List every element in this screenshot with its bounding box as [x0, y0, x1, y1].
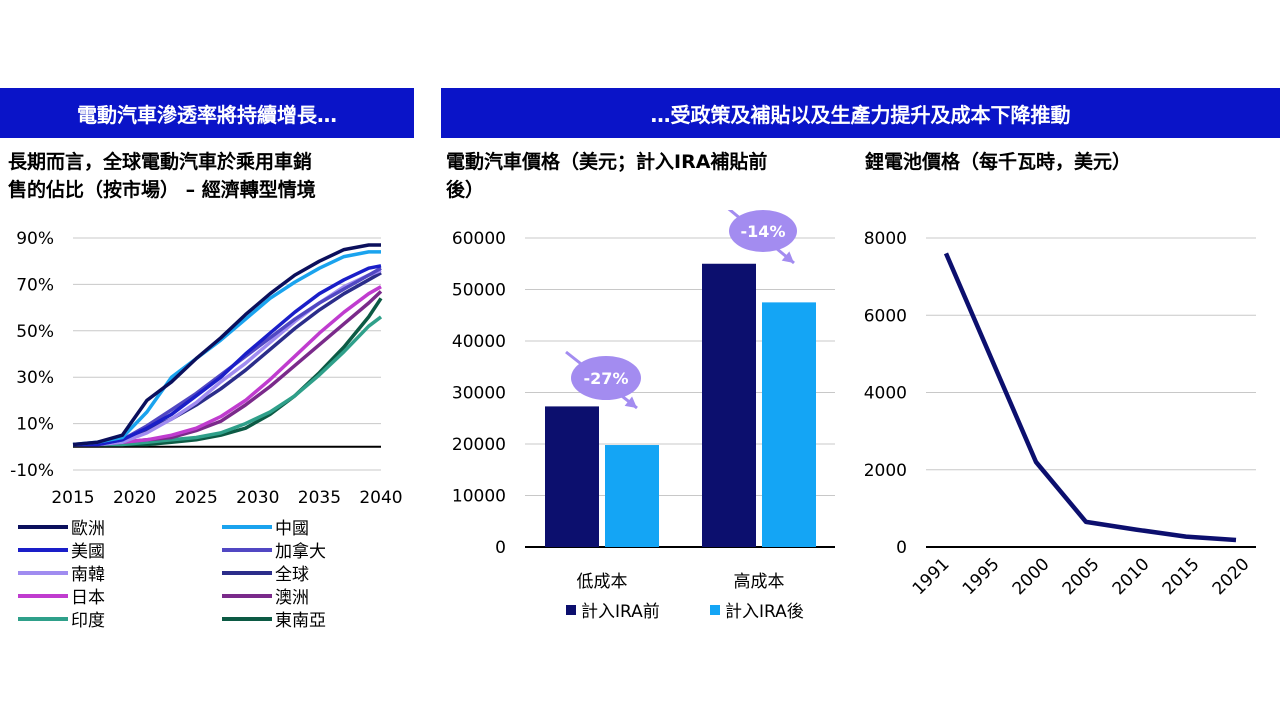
- bar-計入IRA前: [702, 263, 756, 547]
- x-tick-label: 2030: [236, 488, 279, 508]
- y-tick-label: 50000: [452, 281, 506, 301]
- battery-price-chart-title: 鋰電池價格（每千瓦時，美元）: [865, 148, 1131, 176]
- ev-price-title-line-1: 電動汽車價格（美元；計入IRA補貼前: [446, 151, 768, 173]
- y-tick-label: 0: [896, 538, 907, 558]
- right-banner-text: …受政策及補貼以及生產力提升及成本下降推動: [650, 102, 1071, 127]
- ev-price-chart-title: 電動汽車價格（美元；計入IRA補貼前 後）: [446, 148, 767, 204]
- legend-label: 東南亞: [275, 611, 326, 631]
- x-tick-label: 2010: [1109, 554, 1154, 599]
- series-line-中國: [72, 250, 381, 447]
- change-label-high: -14%: [741, 222, 786, 241]
- series-line-澳洲: [73, 290, 383, 447]
- series-line-印度: [73, 315, 383, 447]
- x-tick-label: 1995: [959, 554, 1004, 599]
- y-tick-label: 50%: [16, 322, 54, 342]
- series-line-日本: [73, 285, 382, 447]
- legend-swatch: [710, 605, 720, 615]
- y-tick-label: 4000: [864, 384, 907, 404]
- legend-label: 計入IRA前: [581, 602, 660, 622]
- x-tick-label: 1991: [909, 554, 954, 599]
- x-tick-label: 2025: [175, 488, 218, 508]
- penetration-title-line-2: 售的佔比（按市場） – 經濟轉型情境: [8, 179, 316, 201]
- penetration-title-line-1: 長期而言，全球電動汽車於乘用車銷: [8, 151, 313, 173]
- x-tick-label: 2005: [1059, 554, 1104, 599]
- battery-price-line: [943, 252, 1237, 543]
- series-line-美國: [73, 264, 382, 447]
- y-tick-label: 8000: [864, 229, 907, 249]
- y-tick-label: 6000: [864, 306, 907, 326]
- legend-label: 美國: [71, 542, 105, 562]
- legend-label: 印度: [71, 611, 105, 631]
- legend-label: 中國: [275, 519, 309, 539]
- right-banner: …受政策及補貼以及生產力提升及成本下降推動: [441, 88, 1280, 138]
- legend-label: 全球: [275, 565, 309, 585]
- bar-計入IRA前: [545, 406, 599, 547]
- x-tick-label: 2020: [1209, 554, 1254, 599]
- legend-label: 歐洲: [71, 519, 105, 539]
- y-tick-label: -10%: [10, 461, 54, 481]
- legend-label: 澳洲: [275, 588, 309, 608]
- change-label-low: -27%: [584, 369, 629, 388]
- left-banner-text: 電動汽車滲透率將持續增長…: [77, 102, 337, 127]
- x-tick-label: 2015: [51, 488, 94, 508]
- y-tick-label: 30000: [452, 384, 506, 404]
- y-tick-label: 0: [495, 538, 506, 558]
- x-tick-label: 2040: [359, 488, 402, 508]
- battery-title-line-1: 鋰電池價格（每千瓦時，美元）: [865, 151, 1132, 173]
- y-tick-label: 2000: [864, 461, 907, 481]
- ev-price-title-line-2: 後）: [446, 179, 485, 201]
- penetration-line-chart: -10% 10% 30% 50% 70% 90% 2015 2020 2025 2030 2035 2…: [10, 229, 403, 631]
- legend-label: 計入IRA後: [725, 602, 804, 622]
- y-tick-label: 10000: [452, 487, 506, 507]
- penetration-chart-title: 長期而言，全球電動汽車於乘用車銷 售的佔比（按市場） – 經濟轉型情境: [8, 148, 316, 204]
- x-tick-label: 2015: [1159, 554, 1204, 599]
- x-tick-label: 2020: [113, 488, 156, 508]
- legend-label: 日本: [71, 588, 105, 608]
- y-tick-label: 30%: [16, 368, 54, 388]
- y-tick-label: 70%: [16, 275, 54, 295]
- x-tick-label: 2035: [298, 488, 341, 508]
- change-bubble-low: [571, 356, 641, 400]
- category-label: 低成本: [577, 572, 628, 592]
- series-line-歐洲: [72, 243, 381, 447]
- legend-swatch: [566, 605, 576, 615]
- y-tick-label: 60000: [452, 229, 506, 249]
- ev-price-bar-chart: 0 10000 20000 30000 40000 50000 60000 低成本 高成本 -27…: [452, 210, 835, 622]
- bar-計入IRA後: [605, 445, 659, 547]
- category-label: 高成本: [734, 572, 785, 592]
- legend-label: 南韓: [71, 565, 105, 585]
- bar-計入IRA後: [762, 302, 816, 547]
- y-tick-label: 20000: [452, 435, 506, 455]
- change-arrow-head: [624, 396, 637, 408]
- left-banner: 電動汽車滲透率將持續增長…: [0, 88, 414, 138]
- change-bubble-high: [729, 210, 797, 252]
- y-tick-label: 10%: [16, 415, 54, 435]
- y-tick-label: 40000: [452, 332, 506, 352]
- change-arrow-head: [781, 251, 794, 263]
- x-tick-label: 2000: [1009, 554, 1054, 599]
- y-tick-label: 90%: [16, 229, 54, 249]
- legend-label: 加拿大: [275, 541, 326, 562]
